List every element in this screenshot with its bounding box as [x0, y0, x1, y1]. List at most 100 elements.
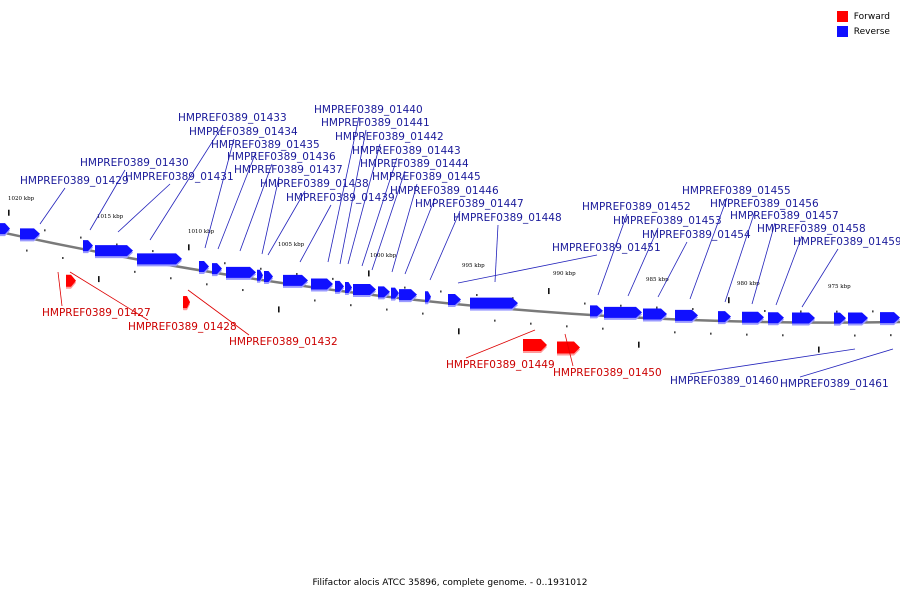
leader-line: [327, 116, 360, 263]
gene-label[interactable]: HMPREF0389_01427: [42, 307, 151, 319]
gene-arrow-hmpref0389_01445[interactable]: [391, 287, 399, 301]
gene-label[interactable]: HMPREF0389_01453: [613, 215, 722, 227]
gene-label[interactable]: HMPREF0389_01429: [20, 175, 129, 187]
gene-arrow-hmpref0389_01454[interactable]: [643, 308, 667, 322]
leader-line: [689, 348, 856, 375]
gene-arrow-hmpref0389_01440[interactable]: [311, 278, 333, 292]
gene-arrow[interactable]: [0, 223, 10, 237]
gene-arrow-hmpref0389_01441[interactable]: [335, 280, 344, 294]
leader-line: [149, 124, 224, 241]
gene-label[interactable]: HMPREF0389_01432: [229, 336, 338, 348]
tick-label: 1010 kbp: [188, 229, 215, 235]
gene-arrow-hmpref0389_01442[interactable]: [345, 282, 352, 296]
gene-arrow-hmpref0389_01436[interactable]: [226, 266, 256, 280]
tick-dash: [494, 319, 496, 322]
leader-line: [204, 138, 235, 249]
tick-dash: [728, 297, 730, 304]
gene-label[interactable]: HMPREF0389_01451: [552, 242, 661, 254]
gene-label[interactable]: HMPREF0389_01445: [372, 171, 481, 183]
reverse-swatch: [836, 26, 848, 37]
gene-arrow-hmpref0389_01448[interactable]: [470, 297, 518, 311]
gene-label[interactable]: HMPREF0389_01460: [670, 375, 779, 387]
leader-line: [657, 241, 688, 298]
gene-label[interactable]: HMPREF0389_01449: [446, 359, 555, 371]
gene-label[interactable]: HMPREF0389_01461: [780, 378, 889, 390]
tick-dash: [854, 334, 856, 337]
gene-arrow-hmpref0389_01430[interactable]: [83, 240, 93, 254]
gene-arrow[interactable]: [880, 312, 900, 326]
gene-arrow-hmpref0389_01451[interactable]: [448, 293, 461, 307]
gene-label[interactable]: HMPREF0389_01450: [553, 367, 662, 379]
gene-arrow-hmpref0389_01458[interactable]: [768, 312, 784, 326]
gene-label[interactable]: HMPREF0389_01452: [582, 201, 691, 213]
gene-arrow-hmpref0389_01449[interactable]: [523, 339, 547, 354]
gene-label[interactable]: HMPREF0389_01442: [335, 131, 444, 143]
gene-label[interactable]: HMPREF0389_01434: [189, 126, 298, 138]
tick-dash: [656, 306, 658, 309]
gene-arrow-hmpref0389_01456[interactable]: [718, 311, 731, 325]
gene-label[interactable]: HMPREF0389_01446: [390, 185, 499, 197]
gene-body: [590, 305, 603, 317]
gene-arrow-hmpref0389_01452[interactable]: [590, 305, 603, 319]
tick-label: 1005 kbp: [278, 242, 305, 248]
gene-label[interactable]: HMPREF0389_01428: [128, 321, 237, 333]
gene-label[interactable]: HMPREF0389_01433: [178, 112, 287, 124]
gene-arrow-hmpref0389_01455[interactable]: [675, 309, 698, 323]
gene-arrow-hmpref0389_01443[interactable]: [353, 283, 376, 297]
gene-body: [311, 278, 333, 290]
gene-arrow-hmpref0389_01457[interactable]: [742, 311, 764, 325]
gene-label[interactable]: HMPREF0389_01430: [80, 157, 189, 169]
gene-arrow-hmpref0389_01427[interactable]: [66, 274, 76, 289]
gene-label[interactable]: HMPREF0389_01437: [234, 164, 343, 176]
gene-label[interactable]: HMPREF0389_01444: [360, 158, 469, 170]
tick-dash: [386, 308, 388, 311]
gene-label[interactable]: HMPREF0389_01455: [682, 185, 791, 197]
leader-line: [217, 151, 257, 250]
gene-label[interactable]: HMPREF0389_01436: [227, 151, 336, 163]
gene-label[interactable]: HMPREF0389_01438: [260, 178, 369, 190]
gene-label[interactable]: HMPREF0389_01439: [286, 192, 395, 204]
gene-arrow-hmpref0389_01459[interactable]: [792, 312, 815, 326]
tick-label: 995 kbp: [462, 263, 485, 269]
gene-arrow-hmpref0389_01453[interactable]: [604, 306, 642, 320]
gene-arrow-hmpref0389_01437[interactable]: [257, 269, 263, 283]
gene-label[interactable]: HMPREF0389_01459: [793, 236, 900, 248]
tick-dash: [746, 333, 748, 336]
tick-dash: [890, 334, 892, 337]
leader-line: [299, 204, 332, 263]
tick-dash: [710, 332, 712, 335]
tick-dash: [170, 277, 172, 280]
gene-label[interactable]: HMPREF0389_01454: [642, 229, 751, 241]
gene-label[interactable]: HMPREF0389_01431: [125, 171, 234, 183]
tick-dash: [512, 297, 514, 300]
gene-arrow-hmpref0389_01435[interactable]: [212, 263, 222, 277]
leader-line: [361, 157, 398, 267]
gene-arrow-hmpref0389_01433[interactable]: [137, 253, 182, 267]
gene-arrow-hmpref0389_01431[interactable]: [95, 245, 133, 259]
gene-label[interactable]: HMPREF0389_01435: [211, 139, 320, 151]
leader-line: [404, 197, 436, 275]
gene-label[interactable]: HMPREF0389_01440: [314, 104, 423, 116]
gene-label[interactable]: HMPREF0389_01456: [710, 198, 819, 210]
tick-dash: [422, 312, 424, 315]
tick-dash: [692, 308, 694, 311]
gene-label[interactable]: HMPREF0389_01448: [453, 212, 562, 224]
gene-arrow-hmpref0389_01429[interactable]: [20, 228, 40, 242]
gene-label[interactable]: HMPREF0389_01441: [321, 117, 430, 129]
gene-arrow-hmpref0389_01432[interactable]: [184, 296, 190, 311]
gene-label[interactable]: HMPREF0389_01447: [415, 198, 524, 210]
gene-label[interactable]: HMPREF0389_01457: [730, 210, 839, 222]
gene-arrow-hmpref0389_01444[interactable]: [378, 286, 390, 300]
tick-dash: [404, 286, 406, 289]
gene-label[interactable]: HMPREF0389_01458: [757, 223, 866, 235]
gene-arrow-hmpref0389_01438[interactable]: [264, 271, 273, 285]
gene-label[interactable]: HMPREF0389_01443: [352, 145, 461, 157]
gene-body: [345, 282, 352, 294]
gene-arrow-hmpref0389_01439[interactable]: [283, 274, 308, 288]
gene-arrow-hmpref0389_01434[interactable]: [199, 260, 209, 274]
gene-arrow-hmpref0389_01446[interactable]: [399, 289, 417, 303]
gene-arrow-hmpref0389_01447[interactable]: [425, 291, 431, 305]
gene-arrow-hmpref0389_01461[interactable]: [848, 312, 868, 326]
gene-arrow-hmpref0389_01460[interactable]: [834, 312, 846, 326]
tick-dash: [98, 276, 100, 283]
